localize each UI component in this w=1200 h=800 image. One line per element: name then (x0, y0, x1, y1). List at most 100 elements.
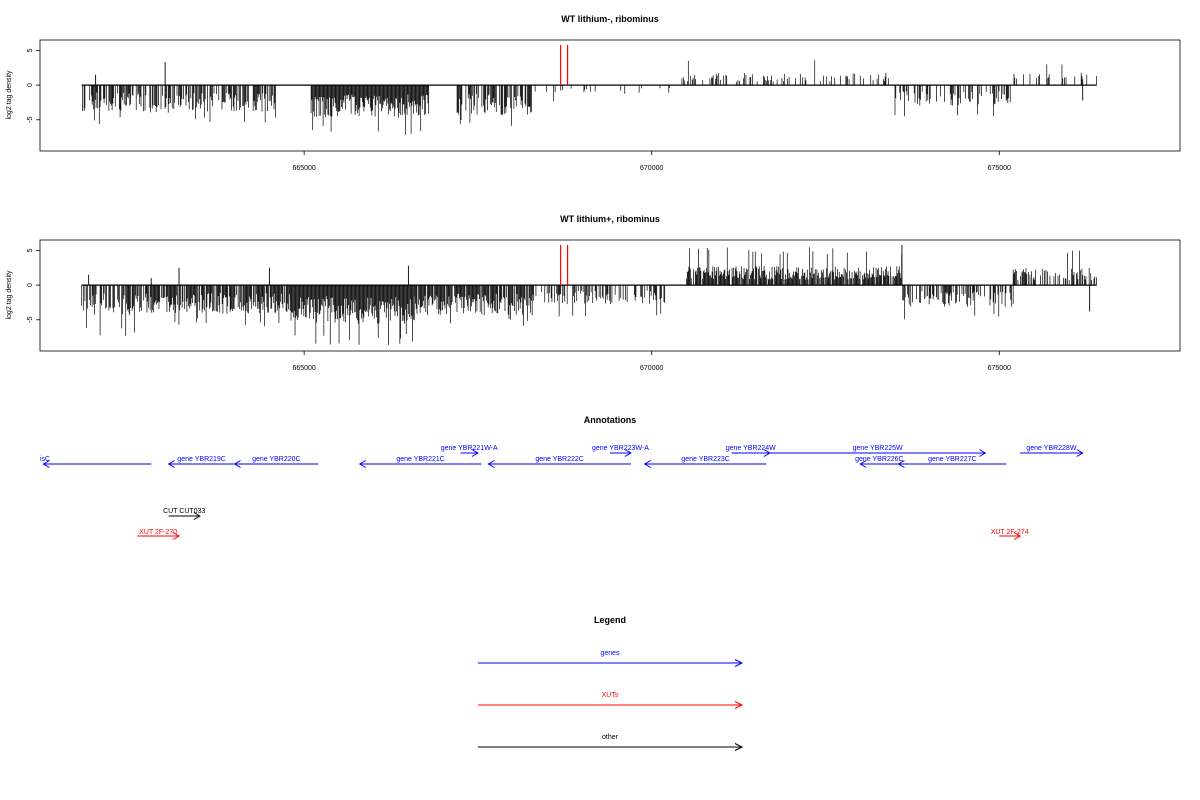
feature-label: XUT 2F-274 (991, 529, 1029, 536)
density-panel-lithium-plus: WT lithium+, ribominus log2 tag density … (6, 214, 1181, 372)
feature-arrowhead (643, 460, 652, 468)
feature-arrowhead (859, 460, 867, 468)
y-tick-label: 0 (27, 83, 34, 87)
y-tick-label: 0 (27, 283, 34, 287)
density-segment (534, 85, 670, 102)
y-tick-label: 5 (27, 248, 34, 252)
legend-arrowhead (734, 743, 744, 751)
gene-arrow: gene YBR219C (167, 456, 235, 468)
legend-arrowhead (734, 659, 744, 667)
feature-arrowhead (1076, 449, 1084, 457)
density-segment (289, 285, 416, 345)
gene-arrow: gene YBR223W-A (592, 445, 649, 457)
density-segment (894, 85, 1011, 117)
feature-arrowhead (1013, 532, 1022, 540)
feature-arrows: isC gene YBR219C gene YBR220C gene YBR221C g… (40, 445, 1084, 540)
y-axis-label: log2 tag density (6, 270, 13, 320)
feature-label: gene YBR224W (726, 445, 776, 452)
plot-frame (39, 39, 1181, 152)
other-arrow: CUT CUT033 (163, 508, 205, 520)
density-segment (1013, 64, 1097, 86)
x-tick-labels: 665000 670000 675000 (292, 165, 1011, 172)
xut-arrow: XUT 2F-274 (991, 529, 1029, 540)
feature-arrowhead (233, 460, 241, 468)
legend: Legend genes XUTs other (478, 615, 744, 751)
y-tick-labels: -5 0 5 (27, 48, 34, 123)
x-tick-label: 670000 (640, 165, 663, 172)
feature-arrowhead (487, 460, 495, 468)
legend-item: other (478, 734, 744, 751)
gene-arrow: gene YBR223C (643, 456, 767, 468)
gene-arrow: gene YBR227C (897, 456, 1007, 468)
feature-label: isC (40, 456, 50, 463)
feature-label: gene YBR220C (252, 456, 301, 463)
feature-label: gene YBR227C (928, 456, 977, 463)
panel-title: WT lithium-, ribominus (561, 14, 659, 24)
density-segment (533, 285, 666, 317)
density-segment (415, 285, 534, 326)
y-tick-label: -5 (27, 117, 34, 123)
legend-label: XUTs (602, 692, 619, 699)
feature-arrowhead (358, 460, 367, 468)
y-tick-labels: -5 0 5 (27, 248, 34, 323)
density-bars (81, 44, 1097, 135)
gene-arrow: isC (40, 456, 152, 468)
plot-frame (39, 239, 1181, 352)
density-segment (81, 285, 137, 336)
legend-item: genes (478, 650, 744, 667)
density-bars (81, 244, 1097, 345)
feature-label: gene YBR225W (853, 445, 903, 452)
density-segment (136, 285, 291, 327)
gene-arrow: gene YBR226C (855, 456, 904, 468)
x-tick-labels: 665000 670000 675000 (292, 365, 1011, 372)
y-axis-label: log2 tag density (6, 70, 13, 120)
density-segment (310, 85, 430, 135)
density-segment (681, 60, 889, 86)
feature-arrowhead (897, 460, 905, 468)
feature-arrowhead (471, 449, 479, 457)
gene-arrow: gene YBR222C (487, 456, 631, 468)
annotations-title: Annotations (584, 415, 637, 425)
density-segment (82, 85, 124, 125)
legend-item: XUTs (478, 692, 744, 709)
feature-arrowhead (167, 460, 175, 468)
feature-arrowhead (193, 512, 201, 520)
density-panel-lithium-minus: WT lithium-, ribominus log2 tag density … (6, 14, 1181, 172)
gene-arrow: gene YBR221W-A (441, 445, 498, 457)
feature-arrowhead (763, 449, 771, 457)
x-tick-label: 675000 (988, 165, 1011, 172)
x-tick-label: 670000 (640, 365, 663, 372)
feature-arrowhead (172, 532, 181, 540)
density-segment (686, 247, 903, 286)
gene-arrow: gene YBR225W (769, 445, 987, 457)
gene-arrow: gene YBR220C (233, 456, 319, 468)
y-tick-label: -5 (27, 317, 34, 323)
gene-arrow: gene YBR228W (1020, 445, 1084, 457)
y-tick-label: 5 (27, 48, 34, 52)
feature-label: gene YBR219C (177, 456, 226, 463)
gene-arrow: gene YBR221C (358, 456, 482, 468)
density-segment (185, 85, 276, 123)
density-segment (456, 85, 532, 126)
legend-arrowhead (734, 701, 744, 709)
legend-title: Legend (594, 615, 626, 625)
density-segment (123, 85, 187, 113)
feature-label: gene YBR221W-A (441, 445, 498, 452)
annotations-track: Annotations isC gene YBR219C gene YBR220C g… (40, 415, 1084, 540)
x-tick-label: 665000 (292, 365, 315, 372)
feature-label: gene YBR226C (855, 456, 904, 463)
feature-arrowhead (979, 449, 987, 457)
density-segment (902, 285, 1014, 320)
legend-items: genes XUTs other (478, 650, 744, 751)
feature-label: gene YBR228W (1026, 445, 1076, 452)
legend-label: genes (600, 650, 620, 657)
gene-arrow: gene YBR224W (726, 445, 776, 457)
feature-label: CUT CUT033 (163, 508, 205, 515)
feature-label: gene YBR223C (681, 456, 730, 463)
feature-label: gene YBR223W-A (592, 445, 649, 452)
feature-label: gene YBR222C (535, 456, 584, 463)
panel-title: WT lithium+, ribominus (560, 214, 660, 224)
x-tick-label: 665000 (292, 165, 315, 172)
feature-label: gene YBR221C (396, 456, 445, 463)
